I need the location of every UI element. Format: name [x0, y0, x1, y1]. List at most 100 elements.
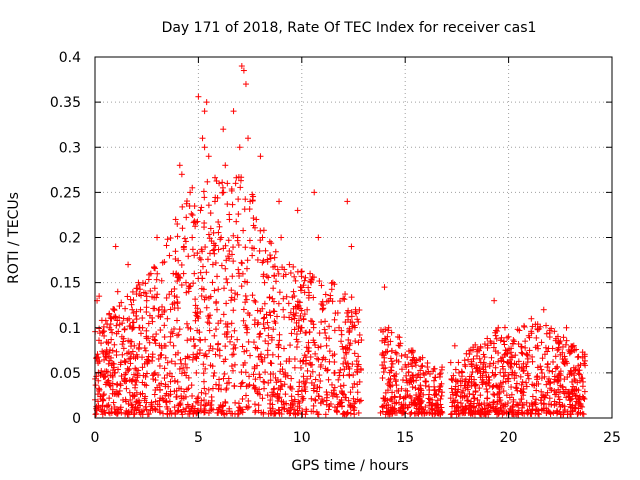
data-point [98, 317, 105, 324]
data-point [392, 349, 399, 356]
data-point [189, 234, 196, 241]
y-tick-label: 0.35 [50, 95, 81, 111]
data-point [93, 410, 100, 417]
data-point [387, 355, 394, 362]
data-point [394, 333, 401, 340]
y-tick-label: 0.25 [50, 185, 81, 201]
data-point [171, 285, 178, 292]
data-point [252, 298, 259, 305]
data-point [308, 395, 315, 402]
data-point [252, 409, 259, 416]
data-point [235, 266, 242, 273]
data-point [184, 337, 191, 344]
data-point [331, 327, 338, 334]
data-point [218, 262, 225, 269]
data-point [214, 273, 221, 280]
data-point [525, 375, 532, 382]
data-point [117, 382, 124, 389]
data-point [407, 410, 414, 417]
data-point [261, 279, 268, 286]
data-point [113, 322, 120, 329]
data-point [188, 382, 195, 389]
data-point [581, 388, 588, 395]
data-point [227, 338, 234, 345]
data-point [418, 363, 425, 370]
data-point [257, 153, 264, 160]
data-point [304, 367, 311, 374]
data-point [575, 370, 582, 377]
data-point [522, 338, 529, 345]
data-point [201, 194, 208, 201]
data-point [447, 395, 454, 402]
data-point [266, 294, 273, 301]
data-point [524, 410, 531, 417]
data-point [519, 350, 526, 357]
data-point [244, 265, 251, 272]
data-point [174, 233, 181, 240]
data-point [219, 179, 226, 186]
data-point [139, 324, 146, 331]
data-point [271, 385, 278, 392]
data-point [226, 247, 233, 254]
data-point [133, 378, 140, 385]
data-point [100, 396, 107, 403]
data-point [223, 300, 230, 307]
data-point [329, 381, 336, 388]
data-point [307, 353, 314, 360]
data-point [451, 407, 458, 414]
data-point [224, 180, 231, 187]
data-point [455, 359, 462, 366]
data-point [322, 411, 329, 418]
data-point [337, 383, 344, 390]
data-point [107, 321, 114, 328]
data-point [408, 409, 415, 416]
data-point [322, 291, 329, 298]
data-point [228, 287, 235, 294]
data-point [199, 135, 206, 142]
data-point [252, 407, 259, 414]
data-point [486, 376, 493, 383]
data-point [171, 377, 178, 384]
data-point [238, 283, 245, 290]
data-point [271, 272, 278, 279]
data-point [275, 395, 282, 402]
data-point [183, 320, 190, 327]
data-point [181, 235, 188, 242]
data-point [261, 325, 268, 332]
data-point [239, 395, 246, 402]
data-point [431, 383, 438, 390]
data-point [264, 319, 271, 326]
data-point [414, 372, 421, 379]
data-point [466, 373, 473, 380]
data-point [161, 375, 168, 382]
data-point [203, 99, 210, 106]
data-point [112, 243, 119, 250]
data-point [543, 330, 550, 337]
data-point [206, 320, 213, 327]
data-point [215, 229, 222, 236]
data-point [202, 336, 209, 343]
data-point [216, 352, 223, 359]
data-point [253, 216, 260, 223]
data-point [213, 300, 220, 307]
data-point [438, 392, 445, 399]
data-point [287, 269, 294, 276]
data-point [465, 397, 472, 404]
data-point [228, 333, 235, 340]
data-point [242, 292, 249, 299]
data-point [167, 306, 174, 313]
data-point [275, 341, 282, 348]
data-point [106, 310, 113, 317]
data-point [521, 323, 528, 330]
data-point [351, 411, 358, 418]
data-point [192, 317, 199, 324]
data-point [114, 288, 121, 295]
data-point [288, 385, 295, 392]
x-tick-label: 20 [500, 430, 518, 446]
data-point [267, 312, 274, 319]
data-point [471, 395, 478, 402]
data-point [229, 273, 236, 280]
data-point [230, 307, 237, 314]
data-point [247, 352, 254, 359]
data-point [535, 407, 542, 414]
